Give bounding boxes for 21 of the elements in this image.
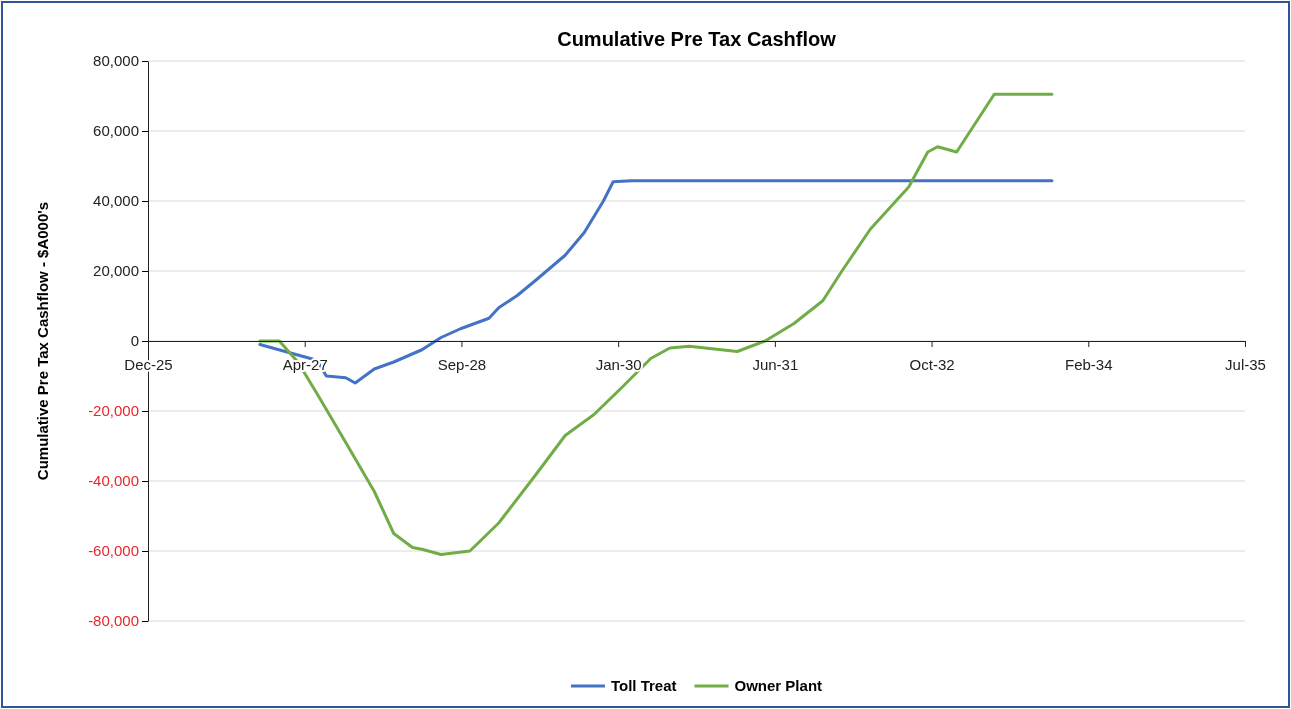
x-tick-label: Sep-28 <box>437 356 487 373</box>
legend-label: Owner Plant <box>734 677 823 694</box>
x-tick-label: Jul-35 <box>1225 356 1266 373</box>
y-tick-label: 20,000 <box>93 262 139 280</box>
y-tick-label: 0 <box>130 332 139 350</box>
legend-label: Toll Treat <box>610 677 677 694</box>
x-tick-label: Jun-31 <box>752 356 799 373</box>
y-tick-label: -40,000 <box>88 472 139 490</box>
y-tick-label: -20,000 <box>88 402 139 420</box>
y-tick-label: 40,000 <box>93 192 139 210</box>
line-series <box>258 179 1054 385</box>
y-tick-label: -60,000 <box>88 542 139 560</box>
line-series <box>258 92 1054 556</box>
y-axis-title: Cumulative Pre Tax Cashflow - $A000's <box>34 201 51 481</box>
x-tick-label: Jan-30 <box>595 356 642 373</box>
y-tick-label: -80,000 <box>88 612 139 630</box>
y-tick-label: 60,000 <box>93 122 139 140</box>
x-tick-label: Feb-34 <box>1065 356 1113 373</box>
y-tick-label: 80,000 <box>93 52 139 70</box>
x-tick-label: Oct-32 <box>909 356 955 373</box>
chart-title: Cumulative Pre Tax Cashflow <box>557 28 837 50</box>
